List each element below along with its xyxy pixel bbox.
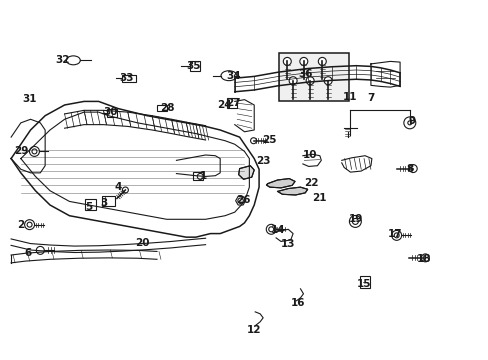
Polygon shape	[266, 179, 294, 188]
Text: 28: 28	[160, 103, 175, 113]
Bar	[193, 172, 203, 180]
Text: 2: 2	[17, 220, 24, 230]
Bar	[359, 276, 369, 288]
Circle shape	[237, 198, 243, 203]
Circle shape	[250, 138, 256, 144]
Text: 35: 35	[186, 62, 200, 71]
Polygon shape	[238, 166, 254, 179]
Text: 36: 36	[298, 68, 312, 78]
Bar	[85, 199, 96, 210]
Text: 22: 22	[304, 178, 318, 188]
Text: 13: 13	[281, 239, 295, 249]
Text: 17: 17	[387, 229, 402, 239]
Text: 10: 10	[302, 150, 317, 160]
Circle shape	[283, 58, 291, 66]
Circle shape	[266, 224, 276, 234]
Bar	[107, 109, 117, 117]
Circle shape	[318, 58, 325, 66]
Text: 11: 11	[343, 92, 357, 102]
Text: 26: 26	[235, 195, 250, 204]
Text: 34: 34	[226, 71, 241, 81]
Bar	[278, 53, 348, 102]
Circle shape	[408, 165, 416, 172]
Circle shape	[421, 254, 428, 262]
Text: 21: 21	[312, 193, 326, 203]
Text: 14: 14	[271, 225, 285, 235]
Text: 3: 3	[100, 198, 107, 208]
Circle shape	[403, 117, 415, 129]
Circle shape	[122, 187, 128, 193]
Text: 29: 29	[14, 147, 28, 157]
Text: 9: 9	[408, 116, 415, 126]
Bar	[102, 196, 115, 206]
Text: 12: 12	[246, 325, 261, 335]
Circle shape	[324, 77, 331, 85]
Text: 5: 5	[85, 202, 92, 212]
Text: 32: 32	[55, 55, 69, 65]
Bar	[157, 104, 166, 112]
Text: 27: 27	[226, 98, 241, 108]
Circle shape	[288, 77, 297, 85]
Text: 24: 24	[216, 100, 231, 110]
Text: 23: 23	[255, 157, 270, 166]
Text: 33: 33	[120, 73, 134, 83]
Text: 25: 25	[262, 135, 277, 145]
Circle shape	[24, 220, 35, 230]
Circle shape	[391, 230, 401, 240]
Bar	[227, 98, 237, 108]
Text: 8: 8	[406, 164, 412, 174]
Text: 18: 18	[416, 253, 431, 264]
Text: 30: 30	[103, 107, 118, 117]
Text: 1: 1	[199, 171, 206, 181]
Bar	[122, 75, 136, 82]
Polygon shape	[277, 187, 307, 195]
Bar	[189, 62, 200, 71]
Text: 15: 15	[356, 279, 370, 289]
Text: 20: 20	[135, 238, 149, 248]
Text: 31: 31	[22, 94, 37, 104]
Text: 16: 16	[290, 298, 305, 308]
Text: 19: 19	[348, 214, 363, 224]
Text: 6: 6	[24, 248, 32, 258]
Circle shape	[305, 77, 313, 85]
Circle shape	[349, 216, 361, 228]
Text: 4: 4	[114, 182, 122, 192]
Circle shape	[36, 246, 44, 255]
Circle shape	[29, 147, 40, 156]
Circle shape	[299, 58, 307, 66]
Text: 7: 7	[366, 93, 374, 103]
